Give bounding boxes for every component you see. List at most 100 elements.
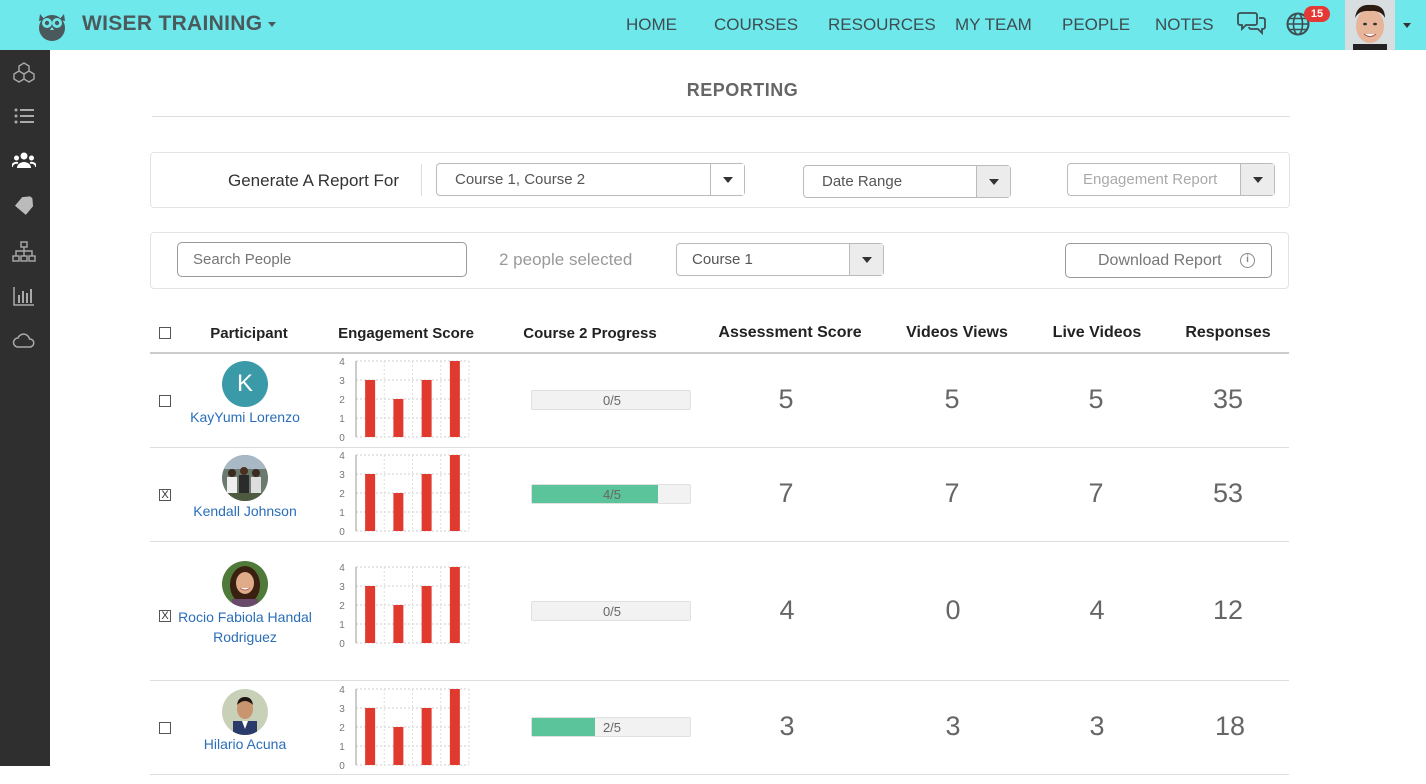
- course-select-value: Course 1, Course 2: [455, 171, 586, 188]
- chart-tick-label: 0: [339, 433, 345, 444]
- participant-name[interactable]: KayYumi Lorenzo: [190, 409, 300, 425]
- title-divider: [152, 116, 1290, 117]
- info-icon[interactable]: i: [1240, 253, 1255, 268]
- engagement-bar: [449, 361, 460, 437]
- col-videos-views[interactable]: Videos Views: [906, 324, 1008, 341]
- engagement-bar: [449, 689, 460, 765]
- chevron-down-icon[interactable]: [849, 244, 883, 275]
- live-videos: 7: [1088, 478, 1104, 508]
- header-divider: [150, 352, 1289, 354]
- chevron-down-icon[interactable]: [1240, 164, 1274, 195]
- bar-chart-icon[interactable]: [12, 284, 36, 308]
- row-checkbox[interactable]: [159, 722, 171, 734]
- responses: 35: [1212, 384, 1244, 414]
- progress-bar: 0/5: [531, 601, 691, 621]
- engagement-bar: [421, 380, 432, 437]
- nav-people[interactable]: PEOPLE: [1062, 15, 1131, 34]
- sitemap-icon[interactable]: [12, 240, 36, 264]
- assessment-score: 3: [779, 711, 795, 741]
- row-checkbox[interactable]: [159, 395, 171, 407]
- row-divider: [150, 774, 1289, 775]
- avatar: K: [222, 361, 268, 407]
- course-select[interactable]: Course 1, Course 2: [436, 163, 745, 196]
- avatar: [222, 455, 268, 501]
- nav-my-team[interactable]: MY TEAM: [955, 15, 1032, 34]
- avatar: [222, 689, 268, 735]
- progress-bar: 2/5: [531, 717, 691, 737]
- engagement-bar: [393, 493, 404, 531]
- responses: 53: [1212, 478, 1244, 508]
- owl-logo-icon[interactable]: [36, 8, 68, 42]
- select-all-checkbox[interactable]: [159, 327, 171, 339]
- date-range-select[interactable]: Date Range: [803, 165, 1011, 198]
- engagement-bar: [421, 586, 432, 643]
- videos-views: 5: [944, 384, 960, 414]
- row-checkbox[interactable]: X: [159, 489, 171, 501]
- download-report-label: Download Report: [1098, 252, 1222, 269]
- col-engagement-score: Engagement Score: [338, 325, 474, 342]
- user-menu-caret-icon[interactable]: [1403, 23, 1411, 28]
- brand-label: WISER TRAINING: [82, 12, 263, 35]
- chart-tick-label: 2: [339, 395, 345, 406]
- search-people-input[interactable]: [177, 242, 467, 277]
- cubes-icon[interactable]: [12, 60, 36, 84]
- tag-icon[interactable]: [12, 194, 36, 218]
- chart-tick-label: 0: [339, 527, 345, 538]
- videos-views: 3: [945, 711, 961, 741]
- chat-icon[interactable]: [1237, 10, 1267, 36]
- report-type-select[interactable]: Engagement Report: [1067, 163, 1275, 196]
- col-assessment-score[interactable]: Assessment Score: [718, 324, 862, 341]
- col-participant: Participant: [210, 325, 288, 342]
- users-icon[interactable]: [12, 148, 36, 172]
- row-divider: [150, 447, 1289, 448]
- generate-report-label: Generate A Report For: [228, 171, 400, 190]
- progress-fill: [532, 485, 659, 503]
- engagement-chart: 4 3 2 1 0: [339, 451, 470, 538]
- participant-name[interactable]: Kendall Johnson: [193, 503, 297, 519]
- participant-name[interactable]: Rocio Fabiola Handal Rodriguez: [178, 609, 312, 645]
- list-icon[interactable]: [12, 104, 36, 128]
- nav-resources[interactable]: RESOURCES: [828, 15, 936, 34]
- chart-tick-label: 0: [339, 761, 345, 772]
- row-checkbox[interactable]: X: [159, 610, 171, 622]
- chevron-down-icon[interactable]: [710, 164, 744, 195]
- progress-label: 4/5: [602, 487, 622, 502]
- live-videos: 5: [1088, 384, 1104, 414]
- engagement-bar: [393, 399, 404, 437]
- report-type-placeholder: Engagement Report: [1083, 171, 1218, 188]
- brand-menu[interactable]: WISER TRAINING: [82, 12, 277, 36]
- assessment-score: 7: [778, 478, 794, 508]
- chart-tick-label: 0: [339, 639, 345, 650]
- chart-tick-label: 3: [339, 704, 345, 715]
- notification-badge: 15: [1304, 6, 1330, 22]
- assessment-score: 4: [779, 595, 795, 625]
- progress-label: 0/5: [602, 604, 622, 619]
- col-responses[interactable]: Responses: [1185, 324, 1271, 341]
- top-navbar: WISER TRAINING HOME COURSES RESOURCES MY…: [0, 0, 1426, 50]
- videos-views: 7: [944, 478, 960, 508]
- cloud-icon[interactable]: [12, 329, 36, 353]
- engagement-bar: [449, 567, 460, 643]
- participant-name[interactable]: Hilario Acuna: [203, 736, 287, 752]
- course-filter-select[interactable]: Course 1: [676, 243, 884, 276]
- user-avatar[interactable]: [1345, 0, 1395, 50]
- sidebar: [0, 50, 50, 766]
- engagement-bar: [421, 474, 432, 531]
- engagement-bar: [421, 708, 432, 765]
- col-live-videos[interactable]: Live Videos: [1052, 324, 1142, 341]
- live-videos: 3: [1089, 711, 1105, 741]
- chart-tick-label: 1: [339, 508, 345, 519]
- chevron-down-icon: [268, 21, 277, 27]
- nav-notes[interactable]: NOTES: [1155, 15, 1214, 34]
- download-report-button[interactable]: Download Report i: [1065, 243, 1272, 278]
- chart-tick-label: 4: [339, 563, 345, 574]
- nav-home[interactable]: HOME: [626, 15, 677, 34]
- chart-tick-label: 3: [339, 582, 345, 593]
- divider: [421, 164, 422, 196]
- chart-tick-label: 2: [339, 723, 345, 734]
- chevron-down-icon[interactable]: [976, 166, 1010, 197]
- engagement-bar: [365, 474, 376, 531]
- nav-courses[interactable]: COURSES: [714, 15, 799, 34]
- globe-icon[interactable]: [1285, 11, 1311, 37]
- progress-label: 2/5: [602, 720, 622, 735]
